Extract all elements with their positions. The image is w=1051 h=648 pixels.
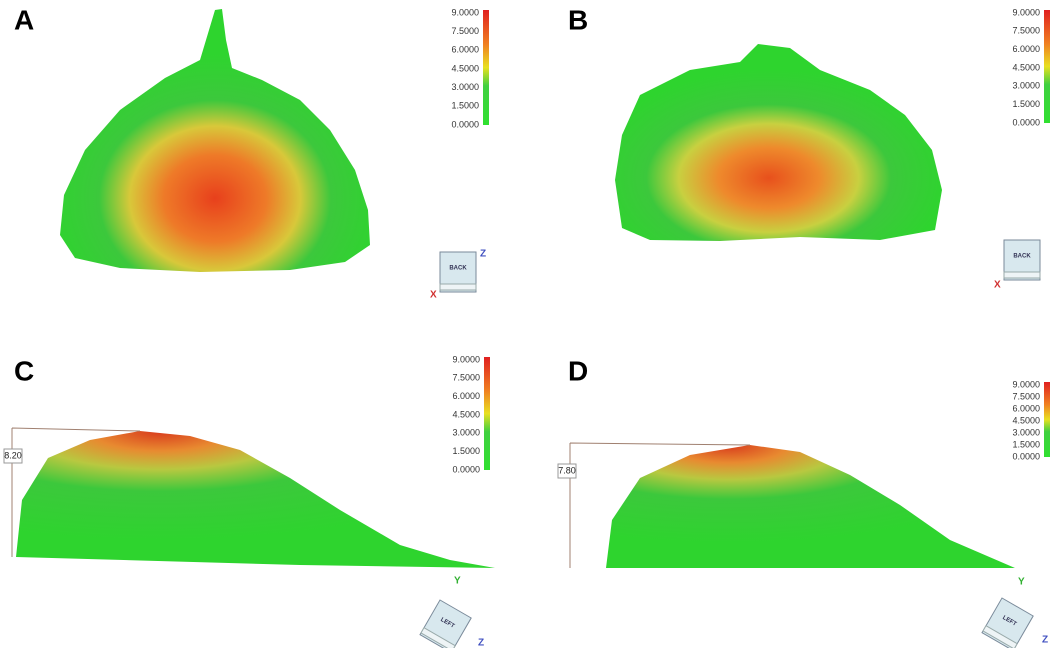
- colorbar: [1044, 382, 1050, 457]
- colorbar-tick-label: 1.5000: [451, 101, 479, 111]
- colorbar-tick-label: 7.5000: [452, 373, 480, 383]
- cube-face-label: BACK: [449, 266, 467, 272]
- view-cube: LEFT: [420, 600, 471, 648]
- dimension-label: 7.80: [558, 465, 576, 475]
- colorbar-tick-label: 3.0000: [1012, 427, 1040, 437]
- axis-letter: Y: [1018, 577, 1025, 588]
- axis-letter: Y: [454, 576, 461, 587]
- colorbar-tick-label: 3.0000: [1012, 81, 1040, 91]
- view-cube: LEFT: [982, 598, 1033, 648]
- colorbar-tick-label: 7.5000: [451, 26, 479, 36]
- colorbar-tick-label: 6.0000: [451, 45, 479, 55]
- cube-bottom: [440, 284, 476, 290]
- colorbar-tick-label: 0.0000: [451, 119, 479, 129]
- cube-face-label: BACK: [1013, 254, 1031, 260]
- colorbar-tick-label: 0.0000: [1012, 117, 1040, 127]
- panel-label: C: [14, 355, 34, 386]
- mesh-b: [615, 44, 942, 241]
- colorbar: [484, 357, 490, 470]
- colorbar-tick-label: 1.5000: [452, 446, 480, 456]
- colorbar-tick-label: 7.5000: [1012, 26, 1040, 36]
- mesh-d: [606, 445, 1015, 568]
- colorbar-tick-label: 4.5000: [452, 409, 480, 419]
- colorbar-tick-label: 4.5000: [1012, 415, 1040, 425]
- colorbar: [1044, 10, 1050, 123]
- colorbar-tick-label: 4.5000: [451, 63, 479, 73]
- colorbar-tick-label: 6.0000: [1012, 403, 1040, 413]
- colorbar-tick-label: 1.5000: [1012, 439, 1040, 449]
- colorbar-tick-label: 6.0000: [1012, 44, 1040, 54]
- colorbar-tick-label: 4.5000: [1012, 62, 1040, 72]
- axis-letter: X: [430, 290, 437, 301]
- axis-letter: Z: [1042, 635, 1048, 646]
- cube-bottom: [1004, 272, 1040, 278]
- colorbar-tick-label: 9.0000: [452, 354, 480, 364]
- panel-label: D: [568, 355, 588, 386]
- axis-letter: Z: [480, 249, 486, 260]
- colorbar-tick-label: 0.0000: [452, 464, 480, 474]
- panel-label: B: [568, 4, 588, 35]
- colorbar-tick-label: 7.5000: [1012, 391, 1040, 401]
- colorbar-tick-label: 3.0000: [451, 82, 479, 92]
- view-cube: BACK: [440, 252, 476, 292]
- colorbar-tick-label: 9.0000: [1012, 379, 1040, 389]
- colorbar-tick-label: 6.0000: [452, 391, 480, 401]
- view-cube: BACK: [1004, 240, 1040, 280]
- dimension-label: 8.20: [4, 450, 22, 460]
- colorbar-tick-label: 9.0000: [451, 7, 479, 17]
- colorbar-tick-label: 0.0000: [1012, 451, 1040, 461]
- colorbar-tick-label: 1.5000: [1012, 99, 1040, 109]
- colorbar-tick-label: 3.0000: [452, 428, 480, 438]
- colorbar: [483, 10, 489, 125]
- mesh-a: [60, 9, 370, 272]
- colorbar-tick-label: 9.0000: [1012, 7, 1040, 17]
- axis-letter: X: [994, 280, 1001, 291]
- panel-label: A: [14, 4, 34, 35]
- figure: A 9.0000 7.5000 6.0000 4.5000 3.0000 1.5000 0.0…: [0, 0, 1051, 648]
- axis-letter: Z: [478, 638, 484, 648]
- mesh-c: [16, 431, 495, 568]
